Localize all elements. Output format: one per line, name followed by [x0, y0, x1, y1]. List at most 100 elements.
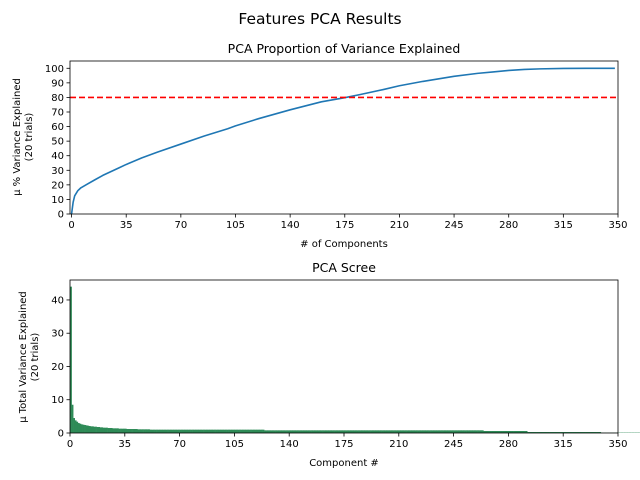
scree-bar — [275, 430, 277, 433]
scree-bar — [129, 429, 132, 433]
scree-bar — [472, 430, 475, 433]
scree-bar — [163, 429, 166, 433]
x-tick-label: 210 — [389, 439, 408, 450]
scree-bar — [312, 430, 315, 433]
scree-bar — [112, 428, 115, 433]
variance-chart-title: PCA Proportion of Variance Explained — [228, 41, 461, 56]
scree-bar — [467, 430, 470, 433]
scree-bar — [541, 432, 544, 433]
scree-bar — [397, 430, 400, 433]
scree-bar — [580, 432, 583, 433]
scree-bar — [455, 430, 458, 433]
scree-bar — [555, 432, 558, 433]
scree-bar — [253, 429, 256, 433]
scree-bar — [556, 432, 559, 433]
scree-bar — [348, 430, 351, 433]
scree-bar — [560, 432, 562, 433]
scree-bar — [389, 430, 392, 433]
scree-chart: PCA Scree 0 35 70 105 140 175 210 245 280 315 350 … — [18, 260, 640, 469]
scree-bar — [344, 430, 346, 433]
scree-bar — [333, 430, 335, 433]
scree-bar — [425, 430, 428, 433]
scree-bar — [273, 430, 276, 433]
scree-bar — [408, 430, 411, 433]
scree-bar — [281, 430, 284, 433]
scree-bar — [514, 431, 517, 433]
scree-bar — [552, 432, 555, 433]
scree-bar — [480, 430, 483, 433]
y-tick-label: 20 — [51, 362, 64, 373]
scree-bar — [596, 432, 598, 433]
scree-bar — [564, 432, 567, 433]
scree-bar — [190, 429, 193, 433]
scree-bar — [286, 430, 288, 433]
scree-bar — [411, 430, 414, 433]
y-tick-label: 10 — [51, 195, 64, 206]
scree-bar — [430, 430, 432, 433]
x-tick-label: 175 — [335, 220, 354, 231]
scree-bar — [320, 430, 323, 433]
scree-bar — [469, 430, 472, 433]
scree-bar — [185, 429, 188, 433]
scree-bar — [558, 432, 561, 433]
scree-bar — [369, 430, 371, 433]
scree-bar — [409, 430, 412, 433]
scree-bar — [101, 427, 104, 433]
scree-bar — [419, 430, 422, 433]
scree-bar — [387, 430, 390, 433]
scree-bar — [106, 427, 108, 433]
y-tick-label: 0 — [58, 210, 64, 221]
scree-bar — [271, 430, 274, 433]
scree-bar — [522, 431, 525, 433]
scree-bar — [405, 430, 407, 433]
scree-bar — [394, 430, 396, 433]
y-tick-label: 40 — [51, 295, 64, 306]
scree-bar — [364, 430, 367, 433]
x-tick-label: 70 — [173, 439, 186, 450]
scree-bar — [311, 430, 313, 433]
scree-bar — [250, 429, 252, 433]
scree-bar — [583, 432, 586, 433]
scree-bar — [588, 432, 591, 433]
x-tick-label: 350 — [608, 439, 627, 450]
scree-bar — [400, 430, 403, 433]
scree-bar — [303, 430, 306, 433]
y-tick-label: 60 — [51, 122, 64, 133]
scree-bar — [79, 423, 82, 433]
scree-bar — [314, 430, 317, 433]
scree-bar — [134, 429, 137, 433]
scree-bar — [420, 430, 423, 433]
scree-bar — [350, 430, 353, 433]
scree-bar — [282, 430, 285, 433]
scree-bar — [509, 431, 512, 433]
variance-y-axis-label-line2: (20 trials) — [24, 113, 35, 162]
scree-bar — [276, 430, 279, 433]
x-tick-label: 140 — [280, 439, 299, 450]
scree-bar — [138, 429, 141, 433]
scree-bar — [545, 432, 548, 433]
scree-bar — [88, 426, 91, 433]
scree-bar — [121, 428, 124, 433]
scree-bar — [351, 430, 354, 433]
scree-bar — [539, 432, 542, 433]
scree-bar — [398, 430, 401, 433]
scree-bar — [225, 429, 227, 433]
scree-bar — [365, 430, 368, 433]
scree-bar — [431, 430, 434, 433]
scree-bar — [214, 429, 216, 433]
x-tick-label: 0 — [68, 220, 74, 231]
scree-bar — [210, 429, 213, 433]
scree-bar — [124, 428, 127, 433]
scree-bar — [85, 425, 88, 433]
scree-bar — [143, 429, 146, 433]
scree-bar — [220, 429, 223, 433]
x-tick-label: 35 — [120, 220, 133, 231]
scree-bar — [297, 430, 299, 433]
scree-bar — [591, 432, 594, 433]
scree-bar — [193, 429, 196, 433]
y-tick-label: 80 — [51, 93, 64, 104]
scree-bar — [231, 429, 234, 433]
scree-bar — [392, 430, 395, 433]
scree-bar — [563, 432, 566, 433]
scree-bar — [212, 429, 215, 433]
